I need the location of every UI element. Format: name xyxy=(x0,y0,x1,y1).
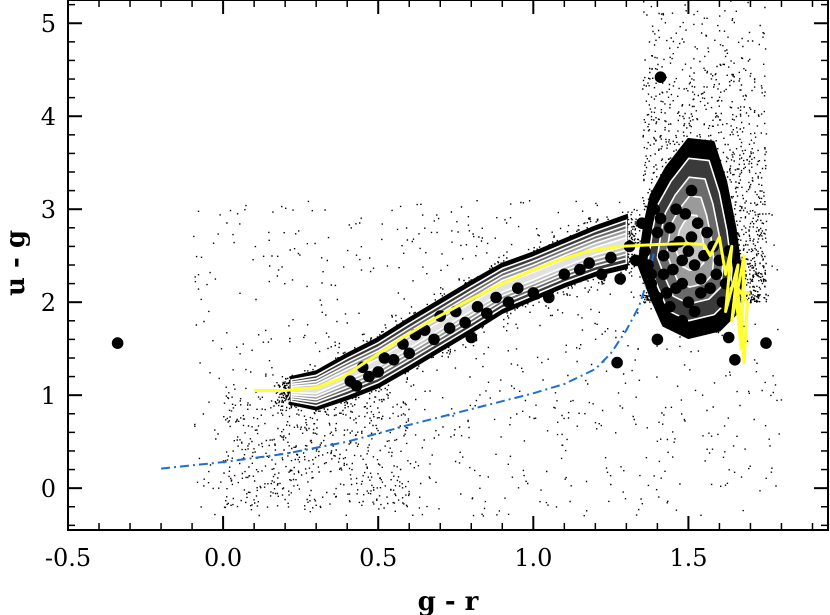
large-point xyxy=(502,296,515,309)
large-point xyxy=(704,282,716,295)
large-point xyxy=(471,301,484,313)
plot-area xyxy=(111,0,783,517)
large-point xyxy=(558,268,571,281)
large-point xyxy=(722,331,735,344)
large-point xyxy=(685,231,698,243)
large-point xyxy=(660,287,673,299)
large-point xyxy=(481,307,493,320)
large-point xyxy=(670,282,682,295)
large-point xyxy=(682,296,695,309)
large-point xyxy=(611,356,623,369)
large-point xyxy=(583,257,595,269)
large-point xyxy=(701,226,713,239)
large-point xyxy=(657,249,670,262)
large-point xyxy=(443,322,456,335)
large-point xyxy=(363,370,375,383)
large-point xyxy=(595,268,608,281)
x-tick-label: 1.5 xyxy=(669,544,707,572)
y-axis-title: u - g xyxy=(1,230,31,296)
x-tick-label: 0.0 xyxy=(204,544,242,572)
large-point xyxy=(605,251,617,264)
x-tick-label: -0.5 xyxy=(45,544,91,572)
large-point xyxy=(691,217,704,229)
large-point xyxy=(760,337,772,349)
large-point xyxy=(685,184,698,197)
large-point xyxy=(387,354,400,366)
large-point xyxy=(654,212,667,225)
y-tick-label: 0 xyxy=(41,475,56,503)
large-point xyxy=(664,222,676,234)
large-point xyxy=(682,245,695,257)
large-point xyxy=(465,331,478,344)
large-point xyxy=(688,259,701,271)
large-point xyxy=(639,245,651,257)
large-point xyxy=(648,203,661,215)
y-tick-label: 2 xyxy=(41,289,56,317)
large-point xyxy=(636,217,648,229)
large-point xyxy=(676,315,688,327)
large-point xyxy=(651,333,664,346)
large-point xyxy=(657,268,670,281)
large-point xyxy=(676,254,688,267)
large-point xyxy=(642,259,654,271)
large-point xyxy=(111,337,124,349)
large-point xyxy=(459,316,471,329)
x-tick-label: 0.5 xyxy=(359,544,397,572)
large-point xyxy=(372,366,385,378)
large-point xyxy=(695,273,707,285)
large-point xyxy=(428,333,440,346)
large-point xyxy=(654,71,667,83)
x-axis-ticks: -0.5 0.0 0.5 1.0 1.5 xyxy=(45,0,814,572)
large-point xyxy=(679,208,692,220)
large-point xyxy=(651,291,664,304)
large-point xyxy=(710,268,723,281)
large-point xyxy=(695,287,707,299)
y-tick-label: 3 xyxy=(41,196,56,224)
y-axis-ticks: 0 1 2 3 4 5 xyxy=(41,3,828,527)
model-track-dashdot xyxy=(160,250,656,470)
large-point xyxy=(667,263,679,276)
large-point xyxy=(403,347,416,360)
y-tick-label: 4 xyxy=(41,103,56,131)
large-point xyxy=(670,203,682,215)
large-point xyxy=(512,282,524,295)
large-point xyxy=(527,287,540,299)
large-point xyxy=(614,273,626,285)
large-point xyxy=(688,305,701,318)
large-point xyxy=(645,277,657,290)
mean-track-line xyxy=(254,235,751,392)
y-tick-label: 1 xyxy=(41,382,56,410)
large-point xyxy=(490,291,502,304)
x-axis-title: g - r xyxy=(418,587,479,615)
large-point xyxy=(729,354,741,366)
large-point xyxy=(543,291,555,304)
large-point xyxy=(651,226,664,239)
large-point xyxy=(350,380,363,392)
large-point xyxy=(629,254,642,267)
large-point xyxy=(378,352,391,364)
large-point xyxy=(664,301,676,313)
large-point xyxy=(574,263,586,276)
large-point xyxy=(667,240,679,253)
large-point xyxy=(645,268,657,281)
y-tick-label: 5 xyxy=(41,10,56,38)
x-tick-label: 1.0 xyxy=(514,544,552,572)
